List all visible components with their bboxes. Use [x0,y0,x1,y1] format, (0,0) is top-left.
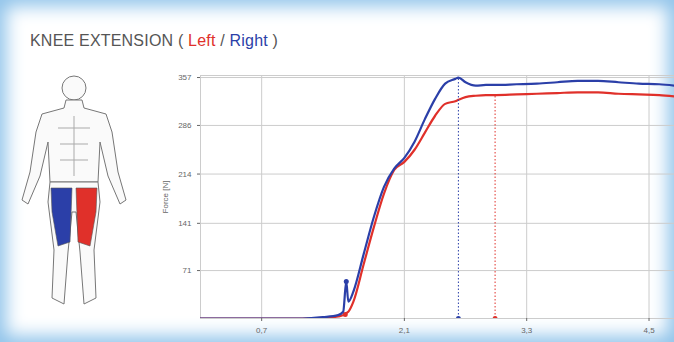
svg-text:4,5: 4,5 [643,326,655,335]
svg-text:2,1: 2,1 [399,326,411,335]
svg-text:71: 71 [183,266,192,275]
html-text:KNEE EXTENSION (Left / Right): KNEE EXTENSION (Left / Right) [30,32,279,49]
svg-text:141: 141 [178,219,192,228]
svg-text:Force [N]: Force [N] [161,181,170,214]
svg-text:3,3: 3,3 [521,326,533,335]
svg-text:0,7: 0,7 [256,326,268,335]
svg-text:286: 286 [178,121,192,130]
svg-text:357: 357 [178,73,192,82]
svg-text:214: 214 [178,170,192,179]
